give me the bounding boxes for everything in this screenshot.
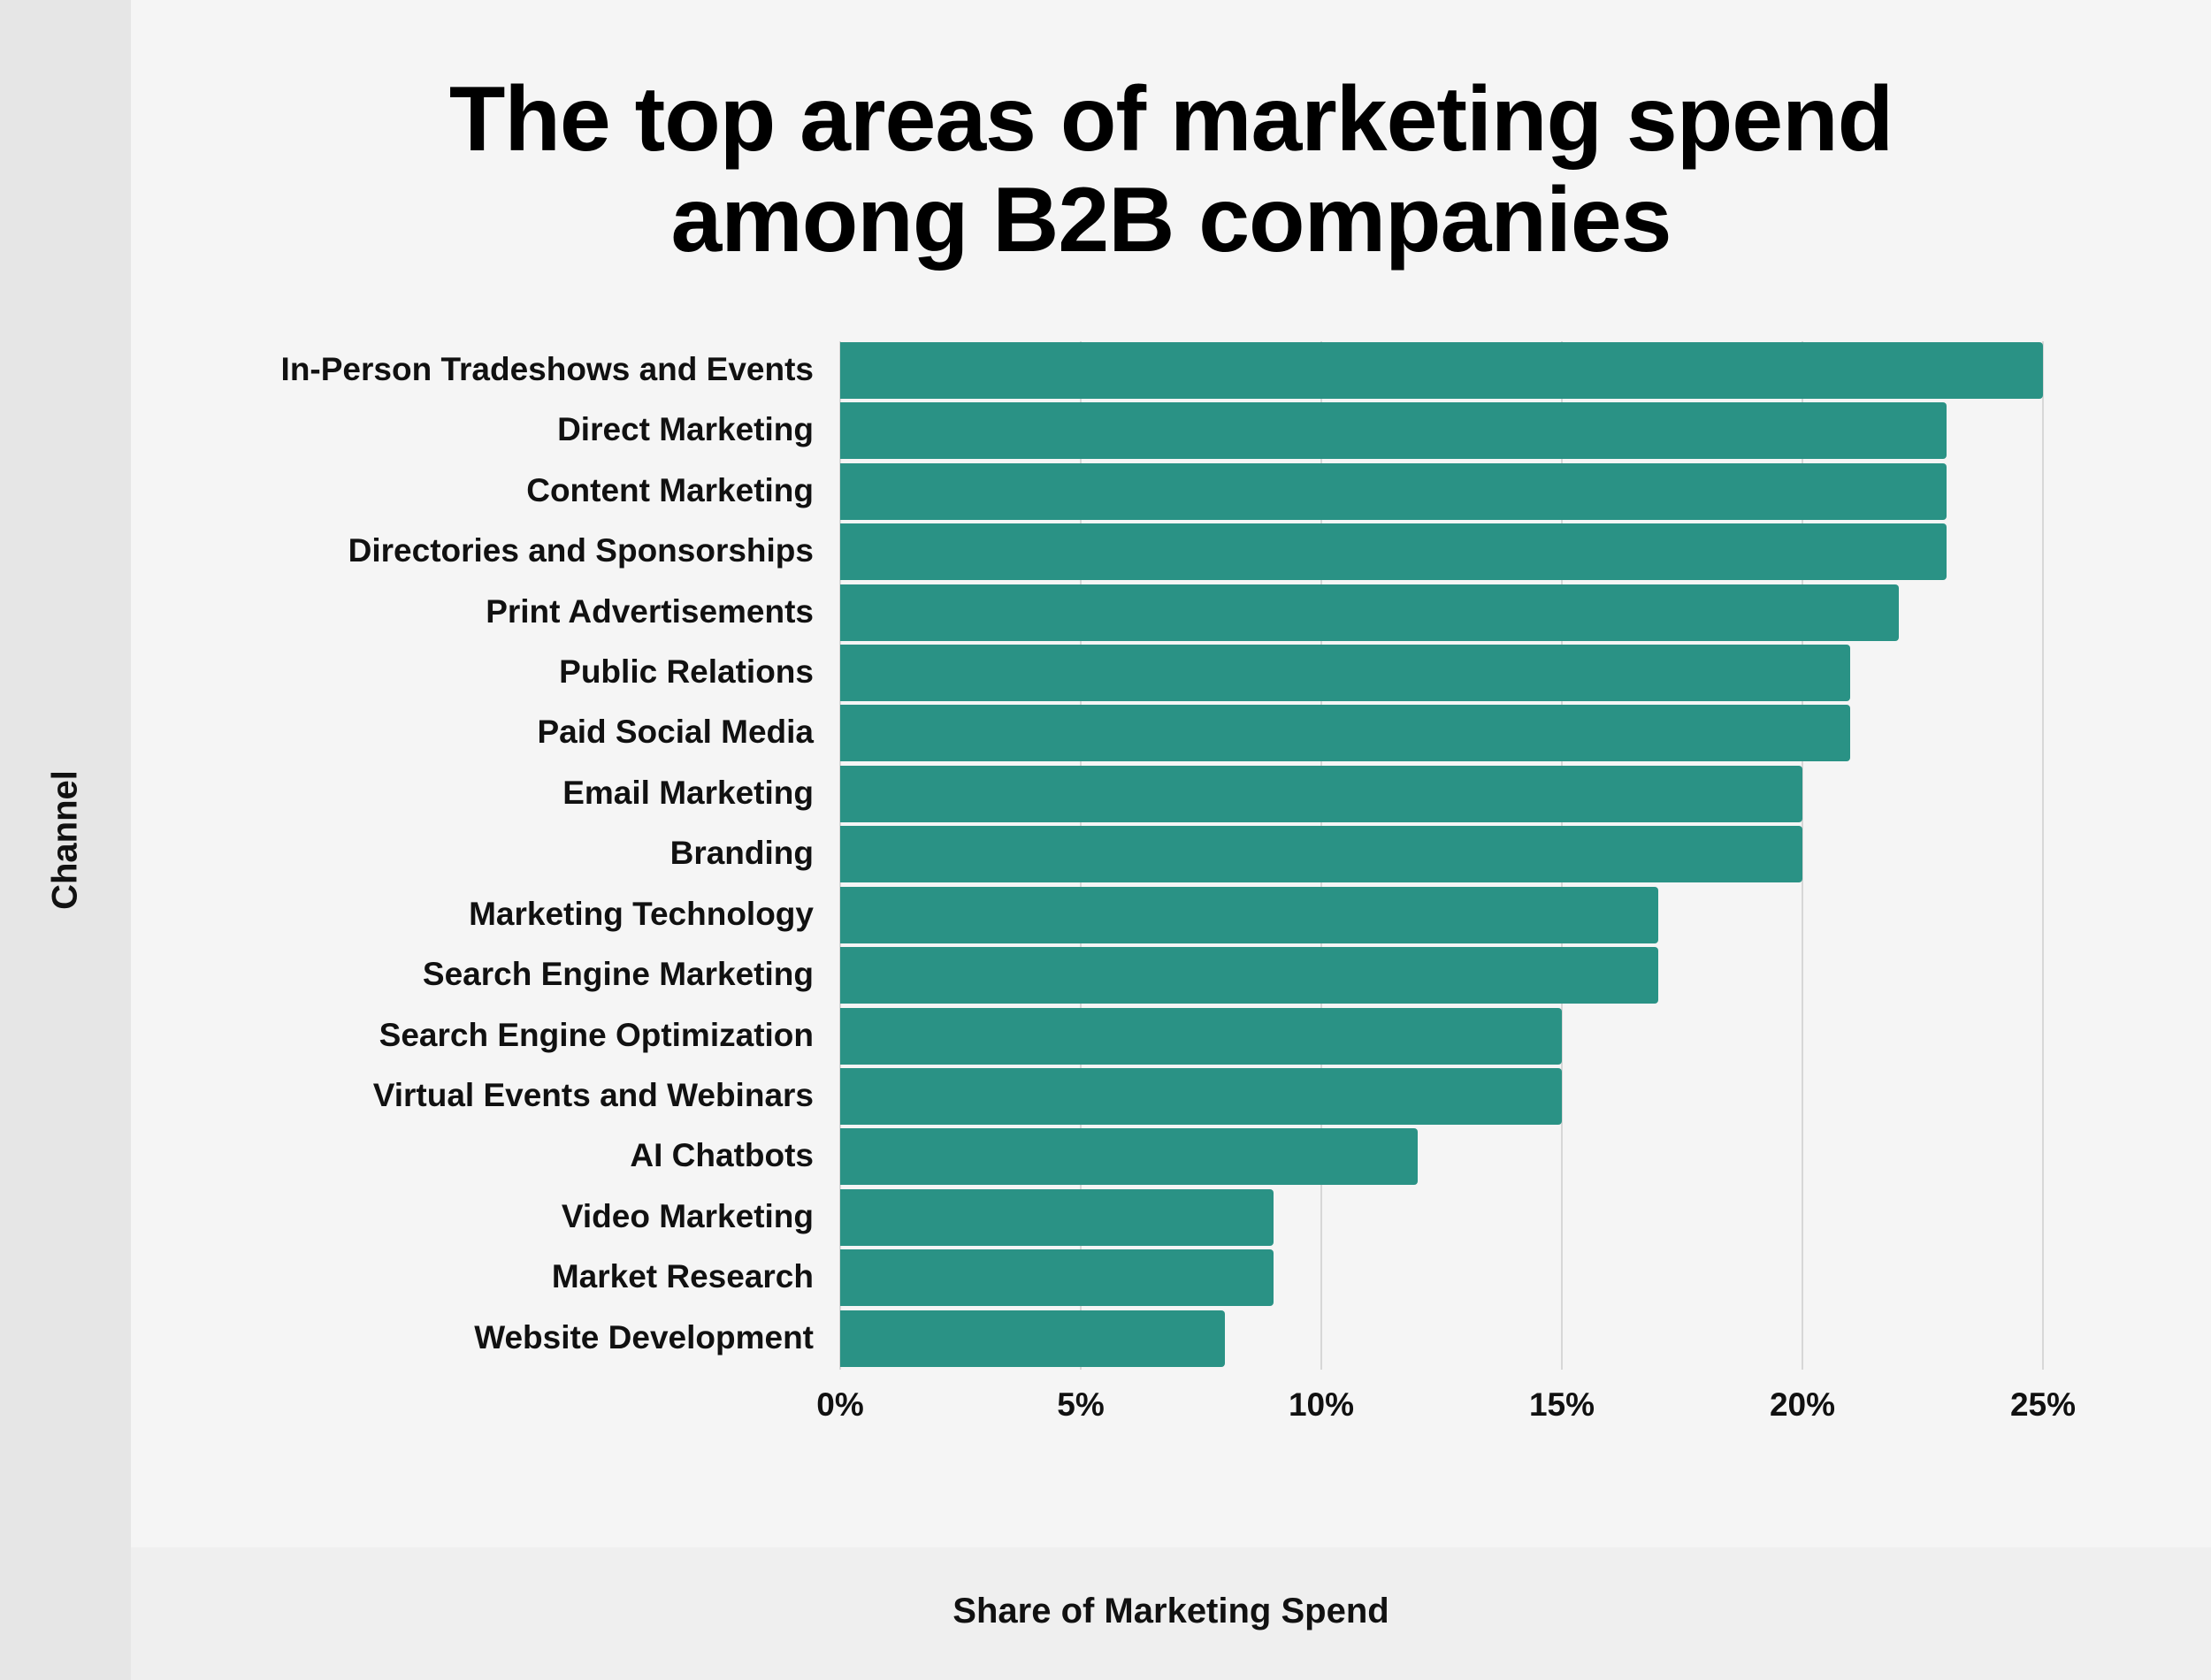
- category-label: Paid Social Media: [537, 714, 814, 751]
- category-label: Content Marketing: [526, 471, 814, 508]
- bar: [840, 523, 1947, 581]
- bar: [840, 1067, 1562, 1125]
- category-label: Print Advertisements: [486, 592, 814, 630]
- bar: [840, 826, 1802, 883]
- bar: [840, 584, 1899, 641]
- bar: [840, 947, 1658, 1004]
- category-label: AI Chatbots: [630, 1137, 814, 1174]
- gridline: [2042, 341, 2044, 1370]
- x-tick-label: 20%: [1769, 1386, 1836, 1423]
- title-line-2: among B2B companies: [670, 169, 1672, 271]
- x-axis-label: Share of Marketing Spend: [952, 1592, 1389, 1630]
- bar: [840, 342, 2043, 399]
- plot-area: 0% 5% 10% 15% 20% 25% In-Person Tradeshows and…: [281, 341, 2076, 1423]
- bar: [840, 1128, 1418, 1186]
- bar: [840, 705, 1851, 762]
- footer-band: [131, 1547, 2211, 1680]
- category-label: Video Marketing: [561, 1197, 814, 1234]
- category-label: Public Relations: [559, 653, 814, 691]
- left-panel: [0, 0, 131, 1680]
- category-label: Marketing Technology: [469, 895, 814, 932]
- category-label: Branding: [669, 835, 814, 872]
- x-tick-label: 10%: [1288, 1386, 1355, 1423]
- x-tick-label: 25%: [2009, 1386, 2077, 1423]
- category-label: Market Research: [551, 1258, 814, 1295]
- bar: [840, 1310, 1226, 1367]
- gridline: [1802, 341, 1803, 1370]
- category-label: Virtual Events and Webinars: [372, 1076, 814, 1113]
- title-line-1: The top areas of marketing spend: [448, 68, 1894, 171]
- bar: [840, 1249, 1274, 1307]
- category-label: Website Development: [474, 1318, 814, 1355]
- bar: [840, 765, 1802, 822]
- bar: [840, 1188, 1274, 1246]
- category-label: Search Engine Optimization: [379, 1016, 814, 1053]
- bar: [840, 1007, 1562, 1065]
- x-tick-label: 0%: [816, 1386, 864, 1423]
- bar: [840, 886, 1658, 943]
- category-label: In-Person Tradeshows and Events: [280, 351, 814, 387]
- category-label: Direct Marketing: [557, 411, 814, 448]
- chart-title: The top areas of marketing spend among B…: [131, 69, 2211, 271]
- bar: [840, 462, 1947, 520]
- category-label: Email Marketing: [562, 774, 814, 811]
- category-label: Search Engine Marketing: [422, 956, 814, 993]
- bar: [840, 645, 1851, 702]
- x-tick-label: 5%: [1057, 1386, 1105, 1423]
- bar: [840, 402, 1947, 460]
- x-tick-label: 15%: [1528, 1386, 1595, 1423]
- category-label: Directories and Sponsorships: [348, 532, 814, 569]
